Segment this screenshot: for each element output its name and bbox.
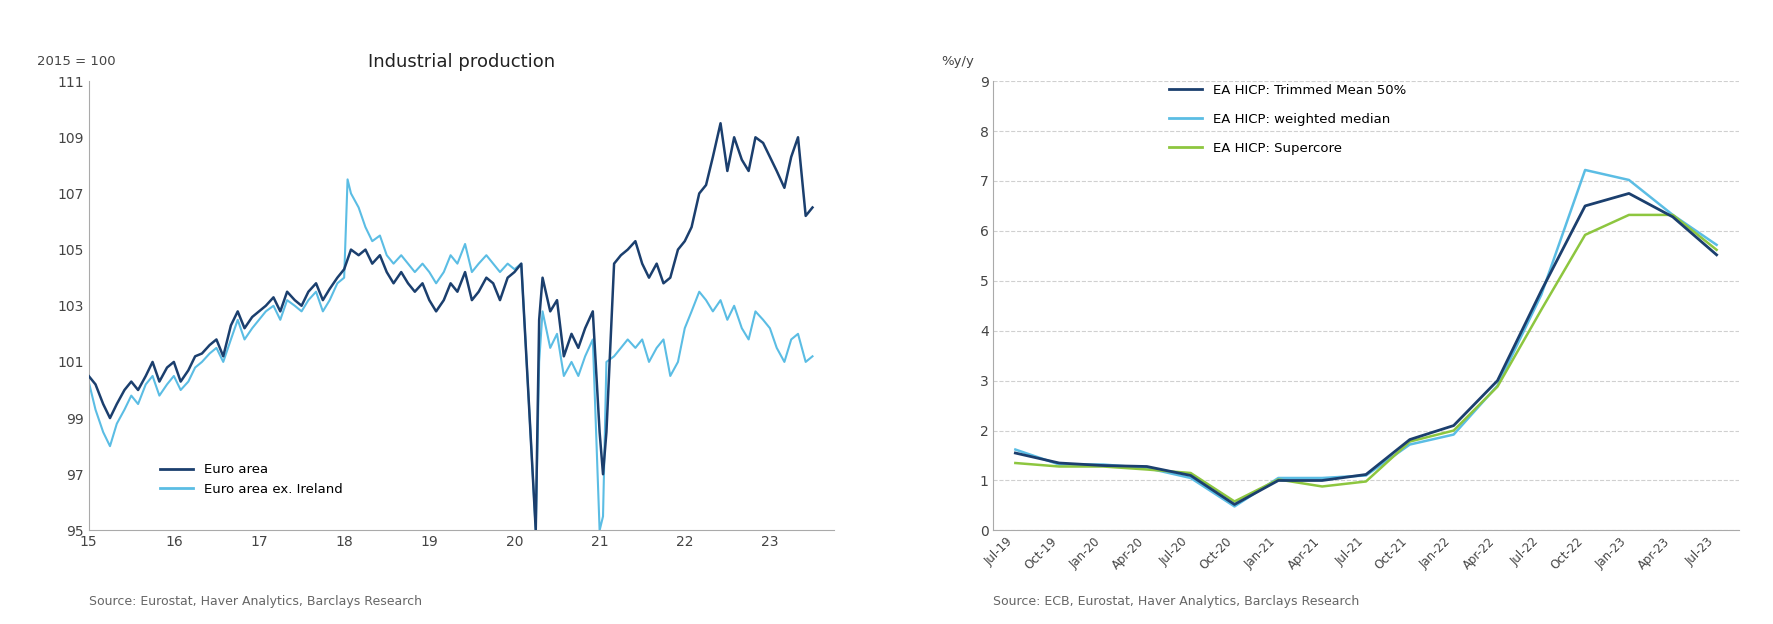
Text: Source: ECB, Eurostat, Haver Analytics, Barclays Research: Source: ECB, Eurostat, Haver Analytics, … — [993, 595, 1358, 608]
Title: Industrial production: Industrial production — [367, 53, 555, 71]
Text: %y/y: %y/y — [941, 55, 973, 67]
Text: Source: Eurostat, Haver Analytics, Barclays Research: Source: Eurostat, Haver Analytics, Barcl… — [89, 595, 422, 608]
Legend: EA HICP: Trimmed Mean 50%, EA HICP: weighted median, EA HICP: Supercore: EA HICP: Trimmed Mean 50%, EA HICP: weig… — [1163, 79, 1411, 160]
Text: 2015 = 100: 2015 = 100 — [37, 55, 115, 67]
Legend: Euro area, Euro area ex. Ireland: Euro area, Euro area ex. Ireland — [154, 458, 348, 501]
